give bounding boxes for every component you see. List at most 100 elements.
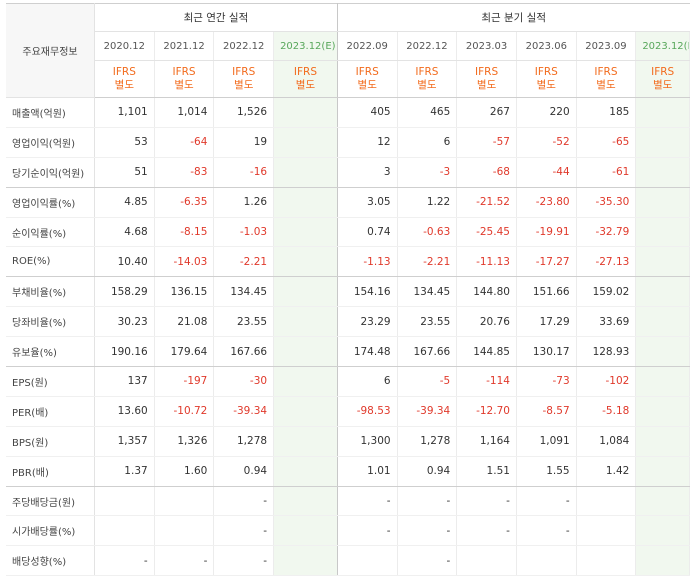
value-cell: - [213,486,275,517]
row-label: 순이익률(%) [6,217,95,248]
value-cell: -12.70 [456,396,517,427]
value-cell: -30 [213,366,275,397]
value-cell: 1,084 [576,426,637,457]
value-cell [635,545,690,576]
value-cell [273,187,338,218]
value-cell: 12 [337,127,398,158]
value-cell: 0.74 [337,217,398,248]
value-cell: 220 [516,97,577,128]
value-cell [635,306,690,338]
value-cell: 267 [456,97,517,128]
value-cell: -83 [154,157,215,188]
value-cell: 13.60 [94,396,155,427]
table-row: 당좌비율(%) 30.23 21.08 23.55 23.29 23.55 20.76 17.… [6,306,690,338]
value-cell: -1.13 [337,246,398,278]
value-cell: 167.66 [213,336,275,368]
table-body: 매출액(억원) 1,101 1,014 1,526 405 465 267 220 185 영업이… [6,97,690,576]
row-label: 시가배당률(%) [6,515,95,547]
value-cell: 6 [337,366,398,397]
value-cell [273,396,338,427]
row-label: 매출액(억원) [6,97,95,128]
value-cell: 1,278 [213,426,275,457]
value-cell: 128.93 [576,336,637,368]
value-cell: 0.94 [397,456,458,487]
row-label: EPS(원) [6,366,95,397]
value-cell: 144.85 [456,336,517,368]
row-label-header: 주요재무정보 [6,3,95,98]
value-cell: -8.15 [154,217,215,248]
table-row: 유보율(%) 190.16 179.64 167.66 174.48 167.66 144.… [6,336,690,368]
value-cell: 1.37 [94,456,155,487]
value-cell: 136.15 [154,276,215,308]
value-cell: -5.18 [576,396,637,427]
quarterly-header: 최근 분기 실적 [337,3,690,32]
value-cell: 0.94 [213,456,275,487]
value-cell: 1.01 [337,456,398,487]
value-cell: -32.79 [576,217,637,248]
value-cell [635,187,690,218]
value-cell [635,396,690,427]
value-cell: - [94,545,155,576]
ifrs-standard-label: IFRS 별도 [635,60,690,98]
value-cell: 4.85 [94,187,155,218]
value-cell [456,545,517,576]
value-cell [273,545,338,576]
value-cell: 1.55 [516,456,577,487]
value-cell: -10.72 [154,396,215,427]
value-cell: 17.29 [516,306,577,338]
table-row: 매출액(억원) 1,101 1,014 1,526 405 465 267 220 185 [6,97,690,128]
value-cell: - [516,515,577,547]
value-cell: -16 [213,157,275,188]
value-cell [635,217,690,248]
value-cell: 1.26 [213,187,275,218]
row-label: 배당성향(%) [6,545,95,576]
row-label: 유보율(%) [6,336,95,368]
row-label: PER(배) [6,396,95,427]
accounting-standard-row: IFRS 별도 IFRS 별도 IFRS 별도 IFRS 별도 IFRS 별도 IFRS 별도 IFRS… [6,60,690,98]
value-cell: 33.69 [576,306,637,338]
value-cell [635,456,690,487]
value-cell: 1,278 [397,426,458,457]
value-cell: -21.52 [456,187,517,218]
table-row: PER(배) 13.60 -10.72 -39.34 -98.53 -39.34 -12.7… [6,396,690,427]
ifrs-standard-label: IFRS 별도 [397,60,458,98]
value-cell: - [397,545,458,576]
value-cell: -52 [516,127,577,158]
table-row: PBR(배) 1.37 1.60 0.94 1.01 0.94 1.51 1.55 1.42 [6,456,690,487]
value-cell: -39.34 [213,396,275,427]
value-cell: 151.66 [516,276,577,308]
value-cell: 130.17 [516,336,577,368]
value-cell: 1,357 [94,426,155,457]
value-cell [273,486,338,517]
value-cell: 185 [576,97,637,128]
period-header: 2021.12 [154,31,215,61]
value-cell: 3.05 [337,187,398,218]
value-cell: -2.21 [397,246,458,278]
value-cell: -2.21 [213,246,275,278]
value-cell [576,515,637,547]
value-cell: - [337,515,398,547]
value-cell: -8.57 [516,396,577,427]
period-header: 2023.03 [456,31,517,61]
value-cell: -98.53 [337,396,398,427]
value-cell [273,246,338,278]
value-cell: 1,326 [154,426,215,457]
table-row: 시가배당률(%) - - - - - [6,515,690,547]
value-cell [635,426,690,457]
row-label: 당기순이익(억원) [6,157,95,188]
value-cell: -102 [576,366,637,397]
value-cell: 10.40 [94,246,155,278]
value-cell: 1.22 [397,187,458,218]
period-header: 2022.12 [397,31,458,61]
value-cell [273,456,338,487]
value-cell [273,157,338,188]
value-cell [273,336,338,368]
value-cell: 1.51 [456,456,517,487]
value-cell: 53 [94,127,155,158]
ifrs-standard-label: IFRS 별도 [576,60,637,98]
value-cell [273,515,338,547]
period-group-row: 주요재무정보 최근 연간 실적 최근 분기 실적 [6,3,690,98]
table-row: 주당배당금(원) - - - - - [6,486,690,517]
value-cell: -3 [397,157,458,188]
value-cell [635,366,690,397]
